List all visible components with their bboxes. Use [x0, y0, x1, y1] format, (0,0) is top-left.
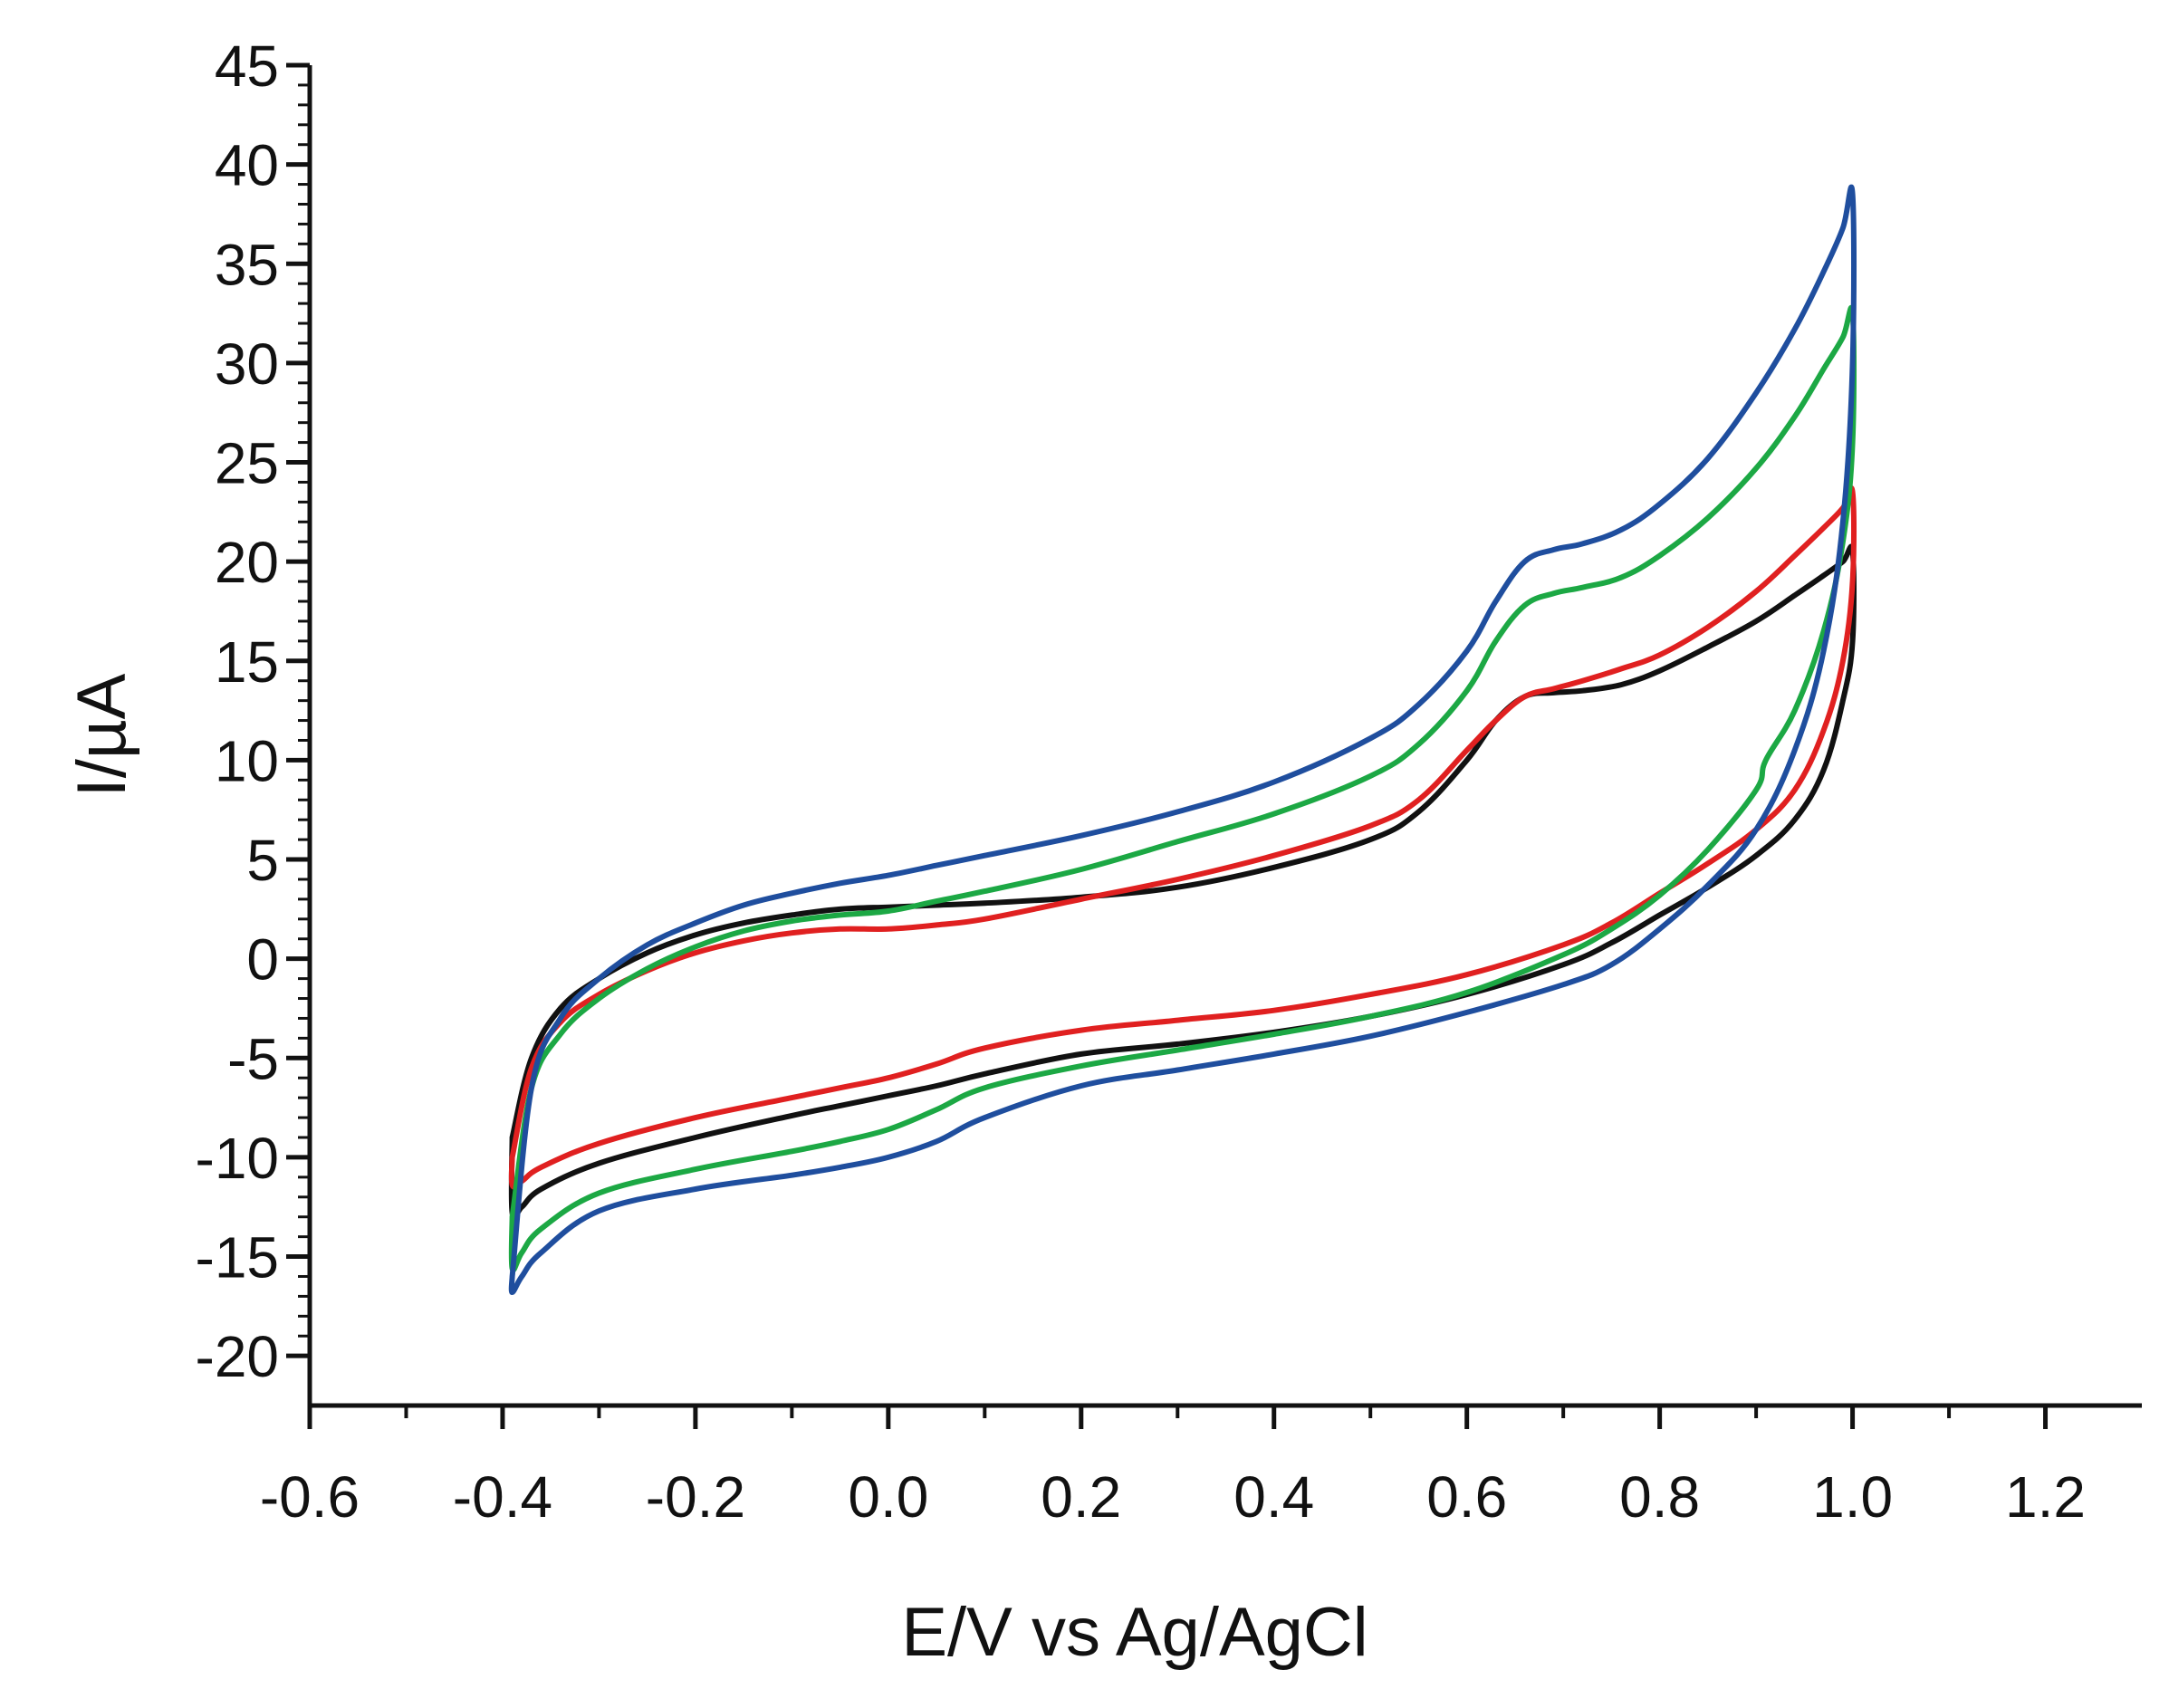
x-tick-label: -0.6 [260, 1464, 360, 1530]
y-tick-label: 10 [215, 728, 279, 793]
series-blue-line [508, 184, 1857, 1295]
y-tick-label: 30 [215, 331, 279, 397]
x-tick-label: 0.4 [1233, 1464, 1314, 1530]
x-tick-label: 0.6 [1426, 1464, 1507, 1530]
series-layer [508, 184, 1857, 1295]
y-tick-label: -20 [196, 1324, 280, 1389]
y-tick-label: 35 [215, 232, 279, 297]
series-black-line [508, 543, 1857, 1221]
y-tick-label: 20 [215, 530, 279, 595]
y-tick-label: -5 [227, 1026, 279, 1091]
series-red-line [508, 485, 1857, 1190]
y-tick-label: -15 [196, 1225, 280, 1291]
x-tick-label: 0.8 [1619, 1464, 1700, 1530]
series-green-line [508, 304, 1857, 1273]
x-axis-title: E/V vs Ag/AgCl [901, 1594, 1368, 1671]
y-tick-label: -10 [196, 1126, 280, 1191]
y-tick-label: 25 [215, 431, 279, 496]
y-tick-label: 5 [246, 828, 279, 893]
y-tick-label: 0 [246, 927, 279, 993]
y-tick-label: 15 [215, 629, 279, 695]
x-tick-label: 1.0 [1812, 1464, 1893, 1530]
axes-layer [307, 65, 2142, 1408]
y-tick-label: 45 [215, 34, 279, 99]
ticks-layer: -0.6 -0.4 -0.2 0.0 0.2 0.4 0.6 0.8 1.0 1.2 -20 -15 -… [196, 34, 2087, 1530]
y-tick-label: 40 [215, 133, 279, 198]
x-tick-label: 0.0 [848, 1464, 928, 1530]
x-tick-label: -0.2 [646, 1464, 745, 1530]
x-tick-label: 0.2 [1041, 1464, 1121, 1530]
x-tick-label: -0.4 [453, 1464, 552, 1530]
y-axis-title: I/µA [63, 673, 140, 797]
x-tick-label: 1.2 [2005, 1464, 2086, 1530]
